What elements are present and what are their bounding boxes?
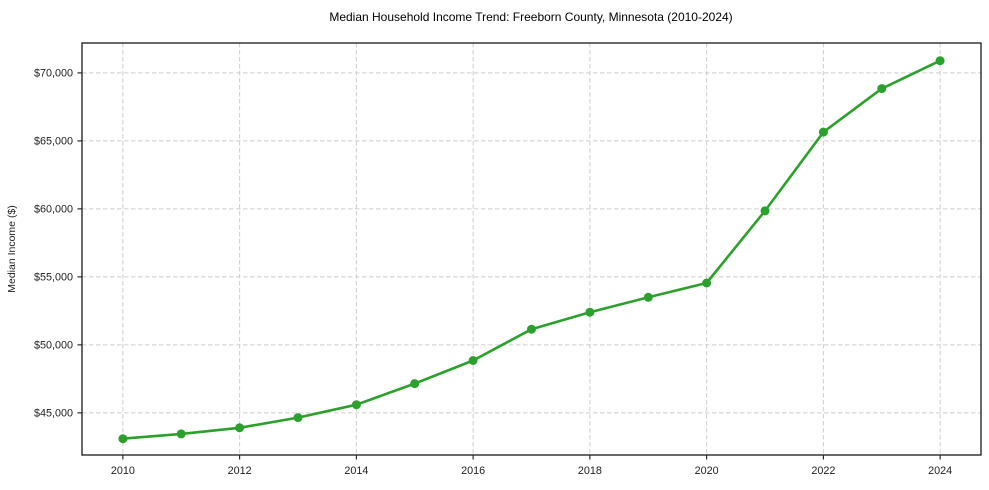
data-point-marker <box>176 429 186 439</box>
data-point-marker <box>643 292 653 302</box>
data-point-marker <box>235 423 245 433</box>
y-tick-label: $60,000 <box>34 204 73 216</box>
plot-border <box>81 42 982 456</box>
x-tick-label: 2022 <box>811 465 835 477</box>
x-tick-label: 2018 <box>578 465 602 477</box>
x-tick-label: 2010 <box>111 465 135 477</box>
x-tick-label: 2016 <box>461 465 485 477</box>
y-axis-label: Median Income ($) <box>6 205 18 293</box>
data-point-marker <box>410 379 420 389</box>
data-point-marker <box>293 413 303 423</box>
y-tick-label: $65,000 <box>34 136 73 148</box>
x-tick-label: 2024 <box>928 465 952 477</box>
data-point-marker <box>760 206 770 216</box>
x-tick-label: 2020 <box>695 465 719 477</box>
y-tick-label: $50,000 <box>34 340 73 352</box>
y-tick-label: $45,000 <box>34 408 73 420</box>
data-point-marker <box>935 56 945 66</box>
plot-area: 2010 2012 2014 2016 2018 2020 2022 2024 $45,000 $… <box>34 42 982 477</box>
y-tick-label: $70,000 <box>34 68 73 80</box>
data-point-marker <box>818 127 828 137</box>
data-point-marker <box>118 434 128 444</box>
data-point-marker <box>877 84 887 94</box>
data-point-marker <box>702 278 712 288</box>
x-tick-label: 2014 <box>344 465 368 477</box>
data-point-marker <box>468 356 478 365</box>
chart-title: Median Household Income Trend: Freeborn … <box>329 10 732 24</box>
data-point-marker <box>527 324 536 334</box>
income-trend-line <box>121 59 942 441</box>
x-tick-label: 2012 <box>228 465 252 477</box>
data-point-marker <box>585 307 595 317</box>
y-tick-label: $55,000 <box>34 272 73 284</box>
data-point-marker <box>351 400 361 410</box>
